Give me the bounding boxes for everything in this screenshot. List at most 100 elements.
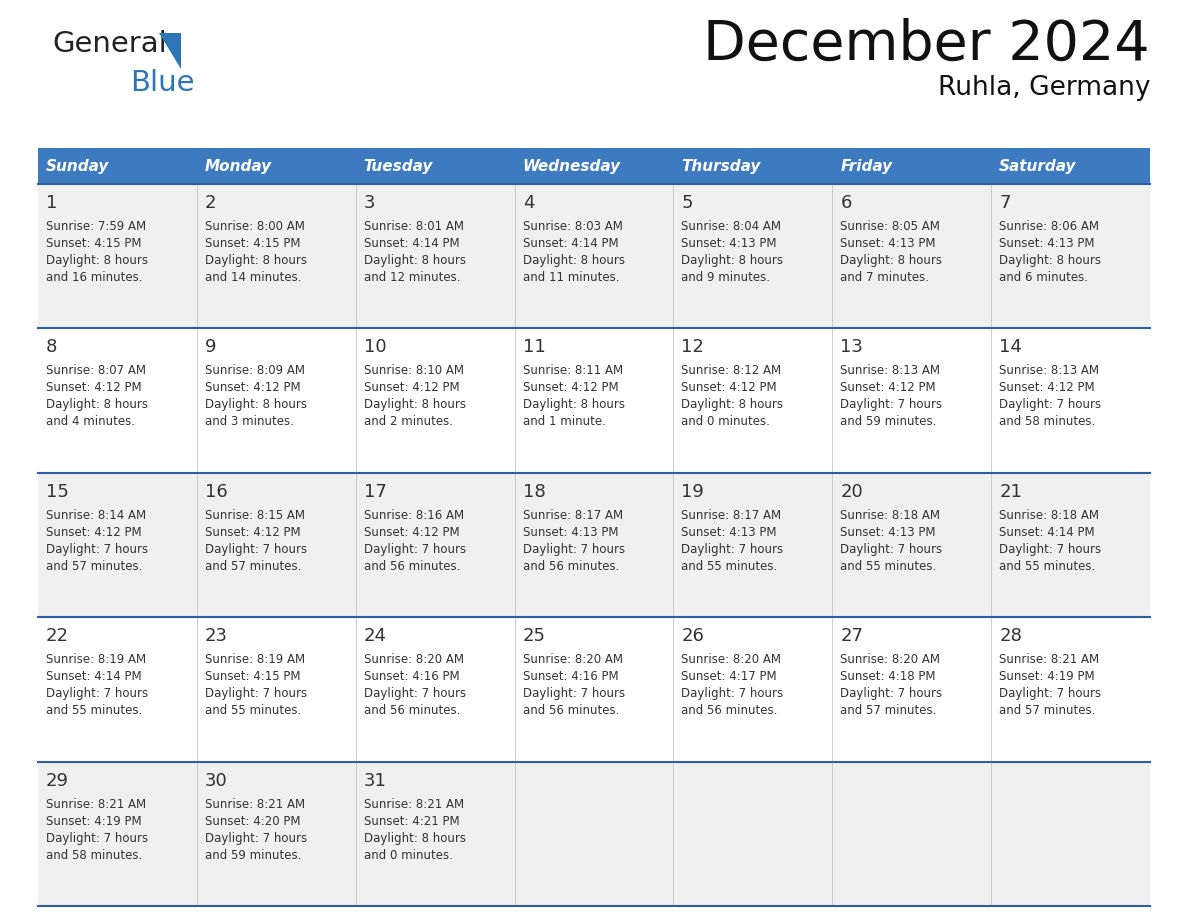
- Text: Sunrise: 8:07 AM: Sunrise: 8:07 AM: [46, 364, 146, 377]
- Text: Sunset: 4:13 PM: Sunset: 4:13 PM: [682, 526, 777, 539]
- Text: and 56 minutes.: and 56 minutes.: [364, 560, 460, 573]
- Bar: [38, 148, 197, 184]
- Text: Daylight: 7 hours: Daylight: 7 hours: [46, 688, 148, 700]
- Text: and 57 minutes.: and 57 minutes.: [204, 560, 302, 573]
- Text: Daylight: 7 hours: Daylight: 7 hours: [46, 832, 148, 845]
- Text: Sunset: 4:19 PM: Sunset: 4:19 PM: [46, 814, 141, 828]
- Text: Monday: Monday: [204, 159, 272, 174]
- Text: Daylight: 7 hours: Daylight: 7 hours: [204, 543, 307, 555]
- Text: and 3 minutes.: and 3 minutes.: [204, 416, 293, 429]
- Text: and 7 minutes.: and 7 minutes.: [840, 271, 929, 284]
- Text: Sunrise: 8:21 AM: Sunrise: 8:21 AM: [46, 798, 146, 811]
- Text: Daylight: 7 hours: Daylight: 7 hours: [364, 688, 466, 700]
- Text: 10: 10: [364, 339, 386, 356]
- Text: Daylight: 8 hours: Daylight: 8 hours: [204, 254, 307, 267]
- Text: and 55 minutes.: and 55 minutes.: [204, 704, 301, 717]
- Text: Daylight: 7 hours: Daylight: 7 hours: [999, 398, 1101, 411]
- Text: 23: 23: [204, 627, 228, 645]
- Bar: [38, 762, 1150, 906]
- Text: Daylight: 7 hours: Daylight: 7 hours: [840, 688, 942, 700]
- Text: Sunrise: 8:13 AM: Sunrise: 8:13 AM: [840, 364, 940, 377]
- Text: and 56 minutes.: and 56 minutes.: [364, 704, 460, 717]
- Text: Daylight: 8 hours: Daylight: 8 hours: [204, 398, 307, 411]
- Text: 11: 11: [523, 339, 545, 356]
- Text: Sunset: 4:16 PM: Sunset: 4:16 PM: [364, 670, 460, 683]
- Text: and 59 minutes.: and 59 minutes.: [204, 848, 302, 862]
- Text: Daylight: 7 hours: Daylight: 7 hours: [523, 543, 625, 555]
- Text: Sunset: 4:12 PM: Sunset: 4:12 PM: [204, 526, 301, 539]
- Text: Daylight: 7 hours: Daylight: 7 hours: [204, 832, 307, 845]
- Text: 27: 27: [840, 627, 864, 645]
- Text: and 56 minutes.: and 56 minutes.: [523, 704, 619, 717]
- Text: Daylight: 7 hours: Daylight: 7 hours: [364, 543, 466, 555]
- Text: and 0 minutes.: and 0 minutes.: [364, 848, 453, 862]
- Bar: [38, 473, 1150, 617]
- Text: 1: 1: [46, 194, 57, 212]
- Text: Daylight: 8 hours: Daylight: 8 hours: [46, 254, 148, 267]
- Bar: [833, 148, 991, 184]
- Text: Daylight: 8 hours: Daylight: 8 hours: [364, 832, 466, 845]
- Text: Daylight: 7 hours: Daylight: 7 hours: [523, 688, 625, 700]
- Text: Sunrise: 8:06 AM: Sunrise: 8:06 AM: [999, 220, 1099, 233]
- Text: Sunset: 4:16 PM: Sunset: 4:16 PM: [523, 670, 618, 683]
- Text: 17: 17: [364, 483, 386, 501]
- Text: Sunrise: 8:00 AM: Sunrise: 8:00 AM: [204, 220, 305, 233]
- Text: Sunset: 4:12 PM: Sunset: 4:12 PM: [204, 381, 301, 395]
- Text: Sunset: 4:20 PM: Sunset: 4:20 PM: [204, 814, 301, 828]
- Text: Sunset: 4:12 PM: Sunset: 4:12 PM: [46, 381, 141, 395]
- Text: Sunset: 4:14 PM: Sunset: 4:14 PM: [523, 237, 618, 250]
- Text: and 14 minutes.: and 14 minutes.: [204, 271, 302, 284]
- Text: Daylight: 7 hours: Daylight: 7 hours: [999, 543, 1101, 555]
- Text: 24: 24: [364, 627, 387, 645]
- Text: 21: 21: [999, 483, 1022, 501]
- Text: Sunset: 4:18 PM: Sunset: 4:18 PM: [840, 670, 936, 683]
- Text: Saturday: Saturday: [999, 159, 1076, 174]
- Text: General: General: [52, 30, 166, 58]
- Text: 2: 2: [204, 194, 216, 212]
- Text: Daylight: 7 hours: Daylight: 7 hours: [204, 688, 307, 700]
- Text: Daylight: 7 hours: Daylight: 7 hours: [682, 688, 784, 700]
- Text: Sunrise: 8:18 AM: Sunrise: 8:18 AM: [999, 509, 1099, 521]
- Text: Sunrise: 8:17 AM: Sunrise: 8:17 AM: [682, 509, 782, 521]
- Text: Daylight: 8 hours: Daylight: 8 hours: [523, 254, 625, 267]
- Text: Daylight: 7 hours: Daylight: 7 hours: [999, 688, 1101, 700]
- Text: and 6 minutes.: and 6 minutes.: [999, 271, 1088, 284]
- Text: Daylight: 8 hours: Daylight: 8 hours: [999, 254, 1101, 267]
- Text: 5: 5: [682, 194, 693, 212]
- Text: Ruhla, Germany: Ruhla, Germany: [937, 75, 1150, 101]
- Text: Friday: Friday: [840, 159, 892, 174]
- Text: 26: 26: [682, 627, 704, 645]
- Text: and 57 minutes.: and 57 minutes.: [46, 560, 143, 573]
- Text: Sunset: 4:15 PM: Sunset: 4:15 PM: [204, 670, 301, 683]
- Text: Sunrise: 8:03 AM: Sunrise: 8:03 AM: [523, 220, 623, 233]
- Text: Sunrise: 8:21 AM: Sunrise: 8:21 AM: [364, 798, 463, 811]
- Text: Sunrise: 8:21 AM: Sunrise: 8:21 AM: [204, 798, 305, 811]
- Text: Daylight: 7 hours: Daylight: 7 hours: [46, 543, 148, 555]
- Text: Sunrise: 8:01 AM: Sunrise: 8:01 AM: [364, 220, 463, 233]
- Text: 20: 20: [840, 483, 862, 501]
- Text: 19: 19: [682, 483, 704, 501]
- Text: Sunset: 4:12 PM: Sunset: 4:12 PM: [840, 381, 936, 395]
- Text: Daylight: 7 hours: Daylight: 7 hours: [682, 543, 784, 555]
- Text: Daylight: 7 hours: Daylight: 7 hours: [840, 398, 942, 411]
- Text: and 4 minutes.: and 4 minutes.: [46, 416, 135, 429]
- Text: Sunset: 4:12 PM: Sunset: 4:12 PM: [523, 381, 618, 395]
- Text: Sunset: 4:14 PM: Sunset: 4:14 PM: [999, 526, 1095, 539]
- Text: 29: 29: [46, 772, 69, 789]
- Text: Daylight: 8 hours: Daylight: 8 hours: [682, 398, 783, 411]
- Text: and 16 minutes.: and 16 minutes.: [46, 271, 143, 284]
- Text: Sunrise: 8:05 AM: Sunrise: 8:05 AM: [840, 220, 940, 233]
- Text: Sunday: Sunday: [46, 159, 109, 174]
- Text: 8: 8: [46, 339, 57, 356]
- Text: 16: 16: [204, 483, 228, 501]
- Text: and 0 minutes.: and 0 minutes.: [682, 416, 770, 429]
- Text: Sunset: 4:19 PM: Sunset: 4:19 PM: [999, 670, 1095, 683]
- Text: Sunrise: 8:11 AM: Sunrise: 8:11 AM: [523, 364, 623, 377]
- Text: and 11 minutes.: and 11 minutes.: [523, 271, 619, 284]
- Text: Sunrise: 8:10 AM: Sunrise: 8:10 AM: [364, 364, 463, 377]
- Text: and 56 minutes.: and 56 minutes.: [682, 704, 778, 717]
- Text: Sunrise: 7:59 AM: Sunrise: 7:59 AM: [46, 220, 146, 233]
- Text: Tuesday: Tuesday: [364, 159, 434, 174]
- Text: 28: 28: [999, 627, 1022, 645]
- Text: Daylight: 8 hours: Daylight: 8 hours: [682, 254, 783, 267]
